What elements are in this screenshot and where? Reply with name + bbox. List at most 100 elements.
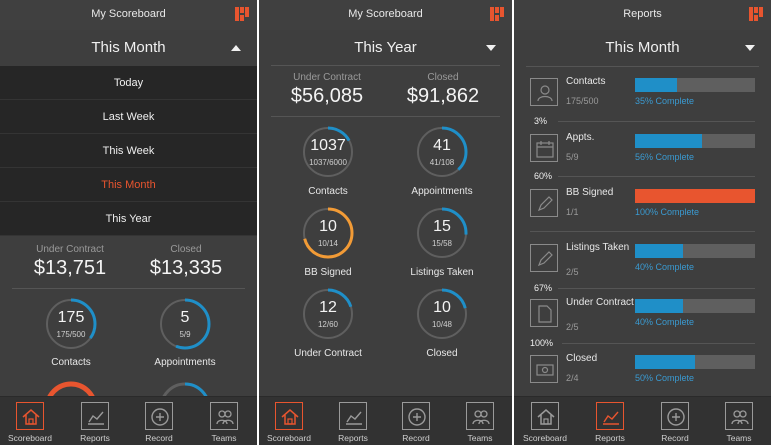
tab-teams[interactable]: Teams <box>454 400 506 444</box>
ring-progress-arc <box>159 298 211 350</box>
ring-label: BB Signed <box>304 267 352 278</box>
pen-icon <box>530 244 558 272</box>
closed-ring[interactable]: 10 10/48 <box>416 288 468 340</box>
period-selector-label: This Month <box>91 39 166 56</box>
plus-circle-icon <box>145 402 173 430</box>
report-row-under-contract[interactable]: Under Contract 2/5 40% Complete <box>514 291 771 341</box>
under-contract-ring[interactable]: 12 12/60 <box>302 288 354 340</box>
report-count: 5/9 <box>566 152 579 162</box>
ring-label: Under Contract <box>294 348 362 359</box>
period-dropdown: Today Last Week This Week This Month Thi… <box>0 66 257 236</box>
appointments-ring[interactable]: 41 41/108 <box>416 126 468 178</box>
report-row-closed[interactable]: Closed 2/4 50% Complete <box>514 347 771 397</box>
progress-fill <box>635 189 755 203</box>
tab-label: Scoreboard <box>8 433 52 443</box>
report-name: Under Contract <box>566 297 634 308</box>
progress-bar <box>635 355 755 369</box>
ring-chart <box>416 207 468 259</box>
tab-scoreboard[interactable]: Scoreboard <box>4 400 56 444</box>
report-row-bb-signed[interactable]: BB Signed 1/1 100% Complete <box>514 181 771 231</box>
ring-label: Listings Taken <box>410 267 474 278</box>
ring-value: 10 <box>433 299 451 316</box>
calendar-icon <box>530 134 558 162</box>
tab-record[interactable]: Record <box>390 400 442 444</box>
dropdown-item-this-month[interactable]: This Month <box>0 168 257 202</box>
tab-scoreboard[interactable]: Scoreboard <box>519 400 571 444</box>
dropdown-item-this-year[interactable]: This Year <box>0 202 257 236</box>
ring-progress-arc <box>302 126 354 178</box>
report-row-appts[interactable]: Appts. 5/9 56% Complete <box>514 126 771 176</box>
team-icon <box>725 402 753 430</box>
period-selector-label: This Month <box>605 39 680 56</box>
divider <box>530 231 755 232</box>
tab-record[interactable]: Record <box>133 400 185 444</box>
listings-taken-ring[interactable]: 15 15/58 <box>416 207 468 259</box>
report-name: Appts. <box>566 132 595 143</box>
period-selector[interactable]: This Month <box>0 34 257 62</box>
under-contract-label: Under Contract <box>36 244 104 255</box>
ring-progress-arc <box>45 298 97 350</box>
team-icon <box>210 402 238 430</box>
tab-teams[interactable]: Teams <box>713 400 765 444</box>
report-count: 2/4 <box>566 373 579 383</box>
home-icon <box>275 402 303 430</box>
closed-label: Closed <box>170 244 202 255</box>
report-row-listings-taken[interactable]: Listings Taken 2/5 40% Complete <box>514 236 771 286</box>
ring-fraction: 41/108 <box>429 158 455 167</box>
period-selector[interactable]: This Year <box>259 34 512 62</box>
report-percent: 40% Complete <box>635 262 695 272</box>
tab-teams[interactable]: Teams <box>198 400 250 444</box>
money-icon <box>530 355 558 383</box>
divider <box>271 116 500 117</box>
home-icon <box>531 402 559 430</box>
ring-value: 1037 <box>310 137 346 154</box>
progress-fill <box>635 244 683 258</box>
tab-reports[interactable]: Reports <box>69 400 121 444</box>
ring-chart <box>45 298 97 350</box>
tab-label: Record <box>661 433 689 443</box>
pen-icon <box>530 189 558 217</box>
report-percent: 35% Complete <box>635 96 695 106</box>
plus-circle-icon <box>661 402 689 430</box>
ring-progress-arc <box>416 207 468 259</box>
tab-bar: Scoreboard Reports Record Teams <box>259 396 512 445</box>
conversion-rate: 100% <box>530 338 554 348</box>
closed-amount: Closed $13,335 <box>126 244 246 280</box>
tab-scoreboard[interactable]: Scoreboard <box>263 400 315 444</box>
divider <box>558 288 755 289</box>
tab-bar: Scoreboard Reports Record Teams <box>0 396 257 445</box>
divider <box>558 121 755 122</box>
appointments-ring[interactable]: 5 5/9 <box>159 298 211 350</box>
contacts-ring[interactable]: 1037 1037/6000 <box>302 126 354 178</box>
report-percent: 40% Complete <box>635 317 695 327</box>
dropdown-item-this-week[interactable]: This Week <box>0 134 257 168</box>
contact-icon <box>530 78 558 106</box>
contacts-ring[interactable]: 175 175/500 <box>45 298 97 350</box>
ring-value: 5 <box>180 309 190 326</box>
ring-value: 12 <box>319 299 337 316</box>
tab-record[interactable]: Record <box>649 400 701 444</box>
chart-icon <box>596 402 624 430</box>
dropdown-item-today[interactable]: Today <box>0 66 257 100</box>
report-row-contacts[interactable]: Contacts 175/500 35% Complete <box>514 70 771 120</box>
ring-chart <box>302 288 354 340</box>
report-count: 2/5 <box>566 267 579 277</box>
ring-label: Appointments <box>154 357 216 368</box>
tab-reports[interactable]: Reports <box>584 400 636 444</box>
progress-fill <box>635 299 683 313</box>
top-bar: Reports <box>514 0 771 30</box>
report-name: Contacts <box>566 76 606 87</box>
ring-progress-arc <box>416 126 468 178</box>
dropdown-item-last-week[interactable]: Last Week <box>0 100 257 134</box>
bb-signed-ring[interactable]: 10 10/14 <box>302 207 354 259</box>
under-contract-label: Under Contract <box>293 72 361 83</box>
tab-reports[interactable]: Reports <box>327 400 379 444</box>
period-selector[interactable]: This Month <box>514 34 771 62</box>
progress-bar <box>635 299 755 313</box>
tab-label: Reports <box>338 433 368 443</box>
ring-label: Contacts <box>51 357 91 368</box>
partial-ring-blue <box>155 378 215 402</box>
page-title: My Scoreboard <box>348 8 423 20</box>
conversion-rate: 60% <box>534 171 553 181</box>
report-name: BB Signed <box>566 187 614 198</box>
